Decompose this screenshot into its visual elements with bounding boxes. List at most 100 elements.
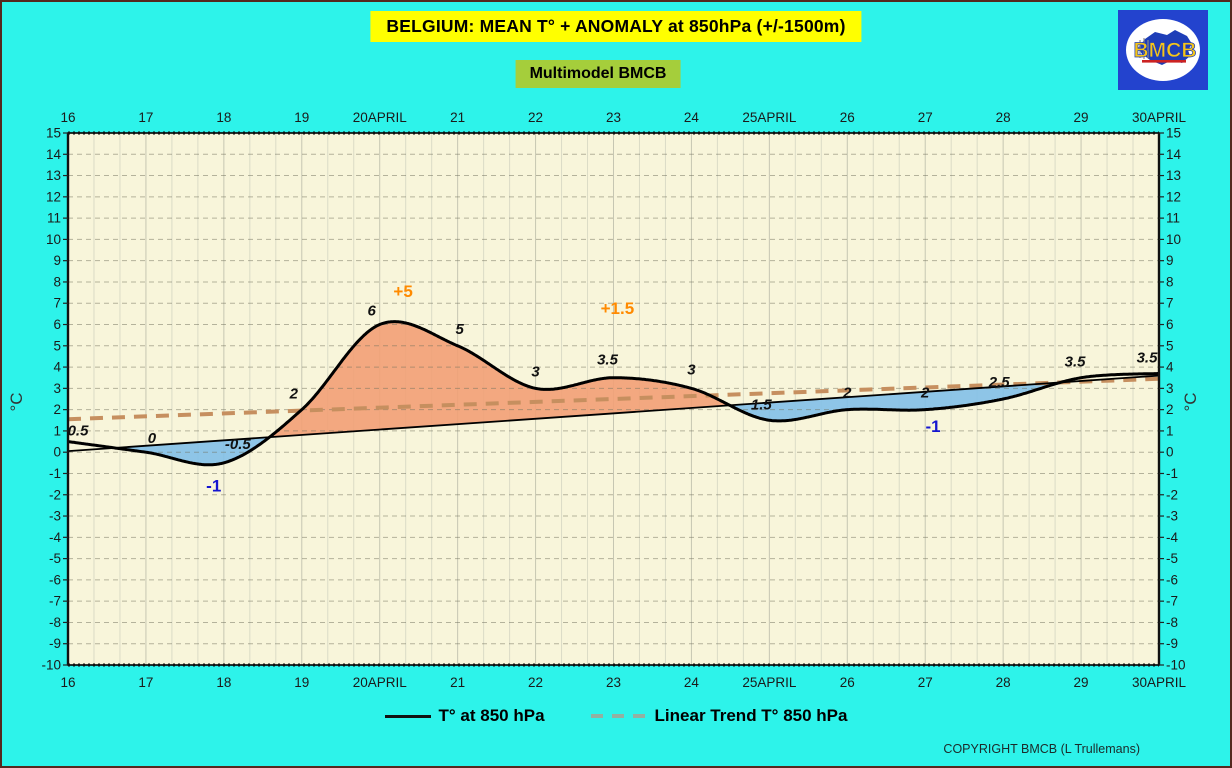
- temperature-curve: [67, 320, 1160, 467]
- svg-text:9: 9: [53, 253, 61, 268]
- y-axis-right-labels: -10-9-8-7-6-5-4-3-2-10123456789101112131…: [1166, 126, 1186, 673]
- svg-text:0.5: 0.5: [68, 423, 90, 440]
- svg-text:19: 19: [294, 110, 309, 125]
- svg-text:3: 3: [1166, 381, 1174, 396]
- svg-text:8: 8: [1166, 274, 1174, 289]
- svg-text:20APRIL: 20APRIL: [353, 675, 408, 690]
- svg-text:27: 27: [918, 110, 933, 125]
- belgium-map-icon: [1138, 30, 1192, 65]
- svg-text:2: 2: [53, 402, 61, 417]
- svg-text:24: 24: [684, 675, 700, 690]
- svg-text:19: 19: [294, 675, 309, 690]
- curve-value-labels: 0.5 0 -0.5 2 6 5 3 3.5 3 1.5 2 2 2.5 3.5 3.5: [68, 303, 1159, 453]
- svg-text:6: 6: [368, 303, 377, 320]
- logo-text: BMCB: [1134, 39, 1197, 62]
- svg-text:3.5: 3.5: [597, 352, 619, 369]
- svg-text:15: 15: [46, 126, 61, 141]
- logo-red-tagline: [1142, 60, 1186, 63]
- svg-text:5: 5: [455, 321, 464, 338]
- svg-text:-8: -8: [49, 615, 61, 630]
- chart-legend: T° at 850 hPa Linear Trend T° 850 hPa: [2, 706, 1230, 726]
- svg-text:26: 26: [840, 675, 855, 690]
- svg-text:29: 29: [1074, 675, 1089, 690]
- svg-text:2: 2: [1166, 402, 1174, 417]
- svg-text:17: 17: [138, 675, 153, 690]
- legend-item-trend: Linear Trend T° 850 hPa: [590, 706, 848, 726]
- svg-text:-4: -4: [1166, 530, 1178, 545]
- svg-text:-1: -1: [1166, 466, 1178, 481]
- svg-text:-6: -6: [1166, 572, 1178, 587]
- svg-text:18: 18: [216, 110, 231, 125]
- svg-text:15: 15: [1166, 126, 1181, 141]
- svg-text:14: 14: [1166, 147, 1182, 162]
- svg-text:-2: -2: [49, 487, 61, 502]
- svg-text:22: 22: [528, 110, 543, 125]
- svg-text:-1: -1: [925, 417, 940, 436]
- svg-text:7: 7: [1166, 296, 1174, 311]
- svg-text:-7: -7: [49, 594, 61, 609]
- legend-label-trend: Linear Trend T° 850 hPa: [654, 706, 848, 725]
- bmcb-logo: BMCB: [1118, 10, 1208, 90]
- svg-text:18: 18: [216, 675, 231, 690]
- svg-text:7: 7: [53, 296, 61, 311]
- svg-text:-7: -7: [1166, 594, 1178, 609]
- svg-text:-4: -4: [49, 530, 61, 545]
- svg-text:27: 27: [918, 675, 933, 690]
- svg-text:4: 4: [53, 360, 61, 375]
- svg-text:-10: -10: [1166, 658, 1186, 673]
- copyright-text: COPYRIGHT BMCB (L Trullemans): [943, 742, 1140, 756]
- svg-text:1.5: 1.5: [751, 396, 773, 413]
- svg-text:2: 2: [920, 385, 930, 402]
- svg-text:3: 3: [531, 363, 540, 380]
- svg-text:20APRIL: 20APRIL: [353, 110, 408, 125]
- svg-text:11: 11: [47, 211, 61, 226]
- svg-text:-10: -10: [41, 658, 61, 673]
- svg-text:-5: -5: [49, 551, 61, 566]
- svg-text:28: 28: [996, 675, 1011, 690]
- right-axis-unit-label: °C: [1181, 392, 1200, 411]
- anomaly-annotations: +5 +1.5 -1 -1: [206, 282, 940, 496]
- svg-text:5: 5: [53, 338, 61, 353]
- svg-text:-3: -3: [1166, 509, 1178, 524]
- svg-text:-1: -1: [206, 477, 221, 496]
- svg-text:22: 22: [528, 675, 543, 690]
- svg-text:-8: -8: [1166, 615, 1178, 630]
- svg-text:30APRIL: 30APRIL: [1132, 110, 1187, 125]
- svg-text:-2: -2: [1166, 487, 1178, 502]
- solid-line-swatch-icon: [384, 714, 431, 718]
- svg-text:-3: -3: [49, 509, 61, 524]
- svg-text:17: 17: [138, 110, 153, 125]
- svg-text:-9: -9: [1166, 636, 1178, 651]
- svg-text:21: 21: [450, 110, 465, 125]
- legend-label-temperature: T° at 850 hPa: [438, 706, 545, 725]
- chart-title: BELGIUM: MEAN T° + ANOMALY at 850hPa (+/…: [370, 11, 862, 42]
- svg-text:1: 1: [1166, 423, 1174, 438]
- svg-text:10: 10: [1166, 232, 1181, 247]
- svg-text:-1: -1: [49, 466, 61, 481]
- svg-text:13: 13: [46, 168, 61, 183]
- x-axis-bottom-labels: 16 17 18 19 20APRIL 21 22 23 24 25APRIL 26 27 28 29 30…: [60, 675, 1186, 690]
- svg-text:30APRIL: 30APRIL: [1132, 675, 1187, 690]
- svg-text:12: 12: [1166, 189, 1181, 204]
- svg-text:10: 10: [46, 232, 61, 247]
- linear-trend-line: [67, 376, 1160, 422]
- svg-text:2: 2: [842, 385, 852, 402]
- svg-text:0: 0: [148, 430, 157, 447]
- svg-text:14: 14: [46, 147, 62, 162]
- dashed-line-swatch-icon: [590, 714, 647, 718]
- cold-anomaly-fill: [114, 437, 270, 465]
- svg-text:6: 6: [53, 317, 61, 332]
- svg-text:28: 28: [996, 110, 1011, 125]
- y-axis-left-labels: -10-9-8-7-6-5-4-3-2-10123456789101112131…: [41, 126, 61, 673]
- normal-reference-line: [67, 374, 1160, 453]
- svg-text:3: 3: [687, 361, 696, 378]
- temperature-anomaly-chart: 16 17 18 19 20APRIL 21 22 23 24 25APRIL 26 27 28 29 30…: [7, 110, 1200, 690]
- svg-text:+1.5: +1.5: [601, 299, 635, 318]
- svg-text:29: 29: [1074, 110, 1089, 125]
- svg-text:21: 21: [450, 675, 465, 690]
- svg-text:16: 16: [60, 110, 75, 125]
- svg-text:3.5: 3.5: [1137, 349, 1159, 366]
- chart-subtitle: Multimodel BMCB: [515, 60, 681, 88]
- tower-icon: [1139, 38, 1149, 59]
